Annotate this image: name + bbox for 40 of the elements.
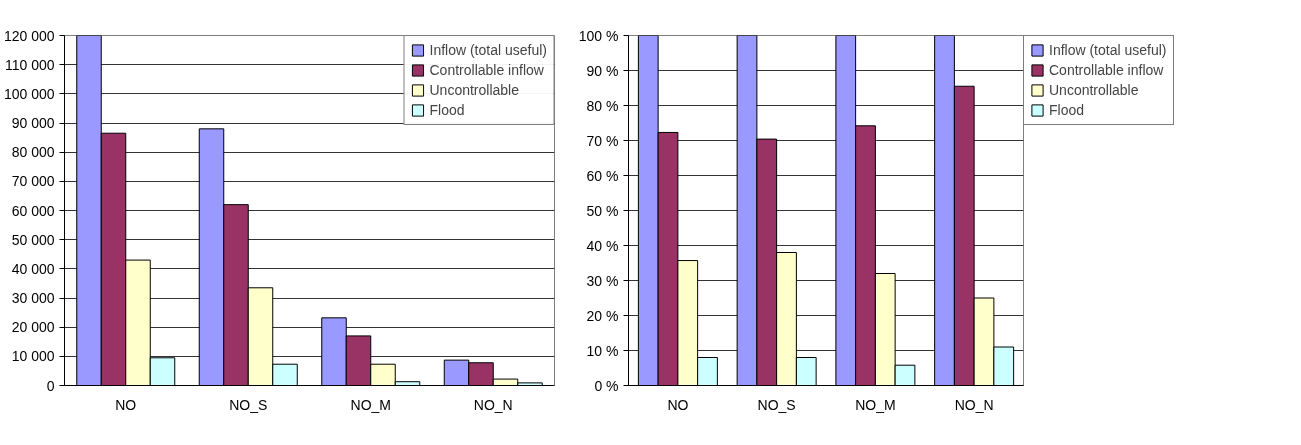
y-tick-label: 10 % xyxy=(586,342,619,359)
y-tick-label: 60 % xyxy=(586,167,619,184)
legend-label: Inflow (total useful) xyxy=(429,42,547,58)
y-tick-label: 80 000 xyxy=(11,144,55,161)
x-tick-label: NO_S xyxy=(229,396,268,413)
y-tick-label: 50 000 xyxy=(11,231,55,248)
legend-label: Flood xyxy=(1049,102,1085,118)
x-tick-label: NO xyxy=(115,396,137,413)
legend-label: Controllable inflow xyxy=(429,62,544,78)
legend-label: Flood xyxy=(429,102,465,118)
y-tick-label: 20 % xyxy=(586,307,619,324)
y-tick-label: 60 000 xyxy=(11,202,55,219)
y-tick-label: 90 % xyxy=(586,62,619,79)
y-tick-label: 40 % xyxy=(586,237,619,254)
y-tick-label: 90 000 xyxy=(11,115,55,131)
legend-label: Uncontrollable xyxy=(429,82,519,98)
y-tick-label: 100 % xyxy=(578,27,619,44)
legend-label: Inflow (total useful) xyxy=(1049,42,1167,58)
y-tick-label: 120 000 xyxy=(3,27,55,44)
y-tick-label: 40 000 xyxy=(11,260,55,277)
y-tick-label: 100 000 xyxy=(3,85,55,102)
x-tick-label: NO_M xyxy=(350,396,391,413)
y-tick-label: 50 % xyxy=(586,202,619,219)
x-tick-label: NO_N xyxy=(473,396,513,413)
x-tick-label: NO_M xyxy=(855,396,896,413)
y-tick-label: 20 000 xyxy=(11,319,55,336)
x-tick-label: NO_N xyxy=(954,396,994,413)
legend-label: Controllable inflow xyxy=(1049,62,1164,78)
y-tick-label: 70 % xyxy=(586,132,619,149)
y-tick-label: 110 000 xyxy=(4,56,55,73)
y-tick-label: 10 000 xyxy=(11,348,55,365)
y-tick-label: 0 xyxy=(46,377,55,394)
y-tick-label: 70 000 xyxy=(11,173,55,190)
legend-label: Uncontrollable xyxy=(1049,82,1139,98)
x-tick-label: NO xyxy=(667,396,689,413)
y-tick-label: 80 % xyxy=(586,97,619,114)
x-tick-label: NO_S xyxy=(757,396,796,413)
y-tick-label: 30 000 xyxy=(11,290,55,306)
y-tick-label: 30 % xyxy=(586,272,619,289)
y-tick-label: 0 % xyxy=(594,377,619,394)
